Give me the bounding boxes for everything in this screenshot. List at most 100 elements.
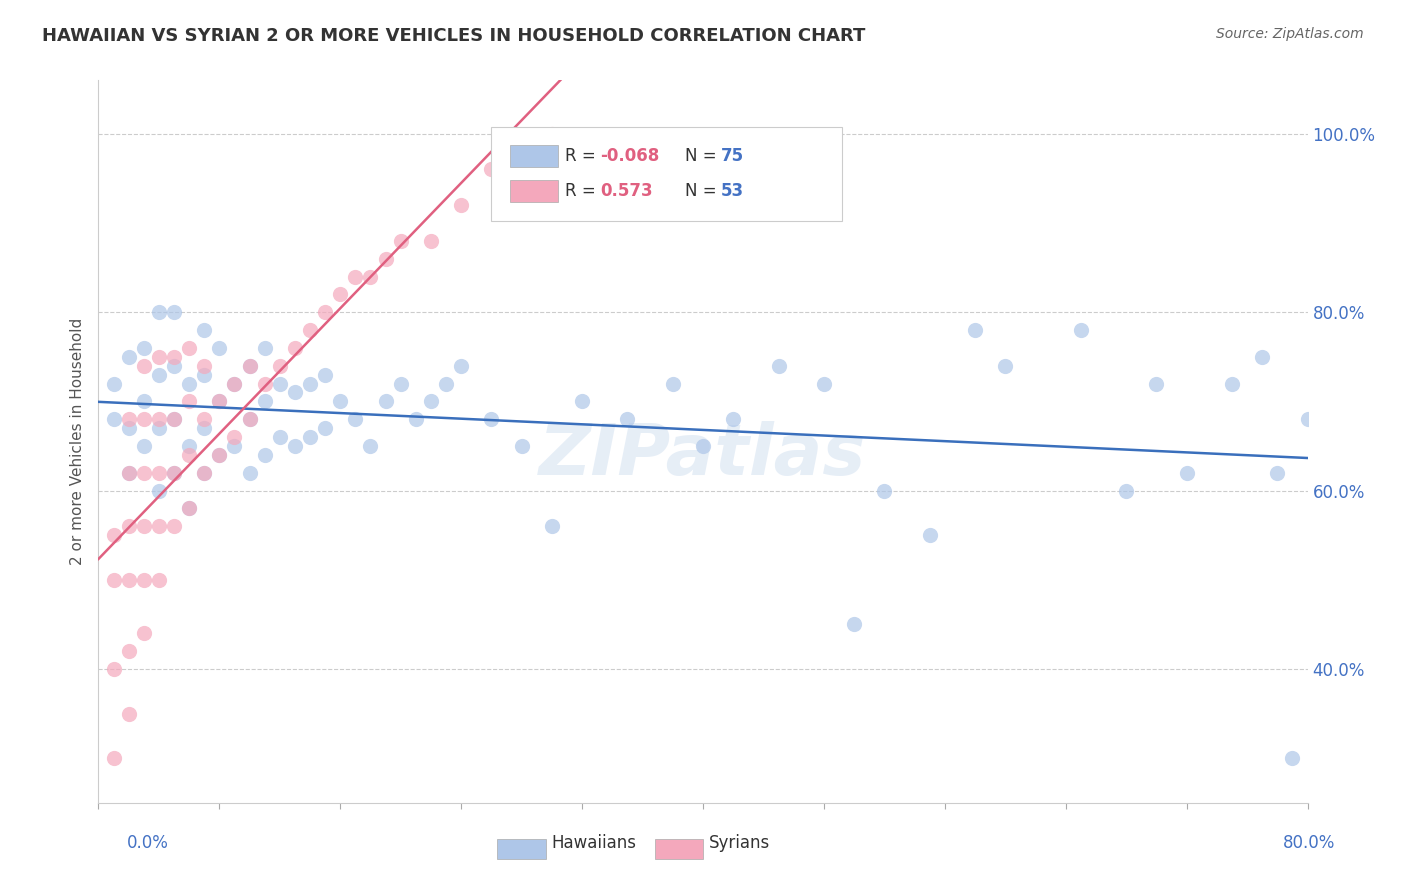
Point	[208, 341, 231, 355]
Point	[163, 466, 186, 480]
Point	[193, 412, 215, 426]
FancyBboxPatch shape	[655, 838, 703, 859]
Point	[450, 359, 472, 373]
Point	[329, 394, 352, 409]
Point	[239, 466, 262, 480]
Point	[253, 448, 276, 462]
FancyBboxPatch shape	[492, 128, 842, 221]
Point	[148, 519, 170, 533]
Point	[163, 359, 186, 373]
Text: R =: R =	[565, 147, 596, 165]
Point	[510, 439, 533, 453]
Point	[269, 430, 291, 444]
Point	[163, 350, 186, 364]
Point	[163, 412, 186, 426]
Point	[873, 483, 896, 498]
Point	[179, 501, 201, 516]
Point	[239, 359, 262, 373]
Point	[314, 421, 336, 435]
Point	[224, 430, 246, 444]
Point	[374, 394, 396, 409]
Text: Hawaiians: Hawaiians	[551, 833, 637, 852]
FancyBboxPatch shape	[509, 145, 558, 167]
Point	[103, 376, 125, 391]
Point	[1296, 412, 1319, 426]
FancyBboxPatch shape	[509, 180, 558, 202]
Point	[284, 385, 307, 400]
Point	[179, 376, 201, 391]
Point	[314, 305, 336, 319]
Text: 75: 75	[721, 147, 744, 165]
Point	[103, 528, 125, 542]
Point	[148, 412, 170, 426]
Point	[344, 412, 367, 426]
Point	[132, 519, 155, 533]
Point	[193, 466, 215, 480]
Point	[253, 394, 276, 409]
Point	[148, 305, 170, 319]
Point	[148, 350, 170, 364]
Point	[118, 350, 141, 364]
Point	[994, 359, 1017, 373]
Point	[208, 394, 231, 409]
Point	[269, 376, 291, 391]
Point	[434, 376, 457, 391]
Point	[132, 341, 155, 355]
Point	[224, 376, 246, 391]
Point	[148, 573, 170, 587]
Point	[918, 528, 941, 542]
Point	[405, 412, 427, 426]
Point	[193, 466, 215, 480]
Text: N =: N =	[685, 147, 717, 165]
Point	[163, 305, 186, 319]
Point	[420, 234, 443, 248]
Point	[148, 368, 170, 382]
Point	[540, 519, 562, 533]
Point	[118, 466, 141, 480]
Point	[132, 359, 155, 373]
Point	[179, 448, 201, 462]
Point	[1267, 466, 1289, 480]
Point	[1251, 350, 1274, 364]
Point	[571, 394, 593, 409]
Point	[179, 341, 201, 355]
Point	[118, 421, 141, 435]
Point	[813, 376, 835, 391]
Point	[616, 412, 638, 426]
Point	[269, 359, 291, 373]
Point	[1220, 376, 1243, 391]
Point	[132, 626, 155, 640]
Point	[132, 412, 155, 426]
Point	[1175, 466, 1198, 480]
Text: -0.068: -0.068	[600, 147, 659, 165]
Point	[284, 439, 307, 453]
Point	[661, 376, 683, 391]
Point	[768, 359, 790, 373]
Text: 53: 53	[721, 182, 744, 200]
Point	[344, 269, 367, 284]
Point	[450, 198, 472, 212]
Point	[179, 394, 201, 409]
Point	[118, 519, 141, 533]
Point	[132, 466, 155, 480]
FancyBboxPatch shape	[498, 838, 546, 859]
Point	[132, 394, 155, 409]
Point	[540, 127, 562, 141]
Point	[314, 368, 336, 382]
Text: 0.0%: 0.0%	[127, 834, 169, 852]
Point	[692, 439, 714, 453]
Point	[179, 439, 201, 453]
Point	[239, 412, 262, 426]
Point	[510, 145, 533, 159]
Point	[103, 662, 125, 676]
Point	[193, 421, 215, 435]
Point	[723, 412, 745, 426]
Point	[374, 252, 396, 266]
Point	[299, 323, 322, 337]
Point	[239, 412, 262, 426]
Point	[360, 269, 382, 284]
Point	[193, 323, 215, 337]
Point	[481, 412, 503, 426]
Point	[1144, 376, 1167, 391]
Point	[389, 376, 412, 391]
